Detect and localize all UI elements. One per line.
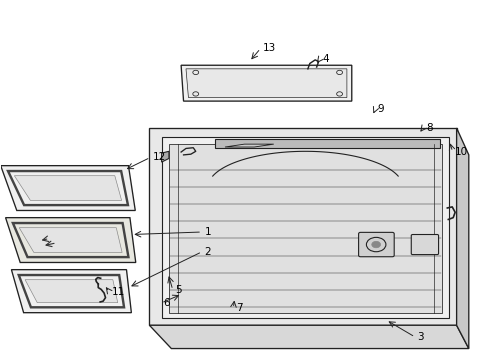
Circle shape (371, 241, 380, 248)
Text: 3: 3 (417, 332, 424, 342)
Polygon shape (149, 325, 468, 348)
Text: 4: 4 (322, 54, 328, 64)
FancyBboxPatch shape (358, 232, 393, 257)
Polygon shape (13, 223, 128, 257)
Polygon shape (161, 137, 448, 318)
Polygon shape (5, 218, 136, 262)
Polygon shape (19, 275, 124, 307)
Text: 1: 1 (204, 227, 211, 237)
Polygon shape (14, 176, 122, 201)
Text: 11: 11 (112, 287, 125, 297)
Polygon shape (185, 69, 346, 98)
Text: 7: 7 (235, 303, 242, 314)
Polygon shape (181, 65, 351, 101)
Text: 12: 12 (153, 152, 166, 162)
Text: 8: 8 (425, 123, 431, 132)
Polygon shape (19, 228, 122, 252)
Polygon shape (11, 270, 131, 313)
Polygon shape (149, 128, 456, 325)
Polygon shape (456, 128, 468, 348)
Polygon shape (8, 171, 128, 205)
Polygon shape (0, 166, 135, 211)
Polygon shape (168, 144, 441, 313)
Polygon shape (161, 151, 168, 162)
Polygon shape (224, 144, 273, 147)
Polygon shape (215, 139, 439, 148)
Text: 9: 9 (377, 104, 384, 114)
Text: 13: 13 (263, 44, 276, 53)
Text: 5: 5 (175, 285, 182, 295)
Text: 6: 6 (163, 298, 170, 308)
Polygon shape (25, 280, 118, 303)
Text: 10: 10 (454, 147, 468, 157)
Text: 2: 2 (204, 247, 211, 257)
FancyBboxPatch shape (410, 234, 438, 255)
